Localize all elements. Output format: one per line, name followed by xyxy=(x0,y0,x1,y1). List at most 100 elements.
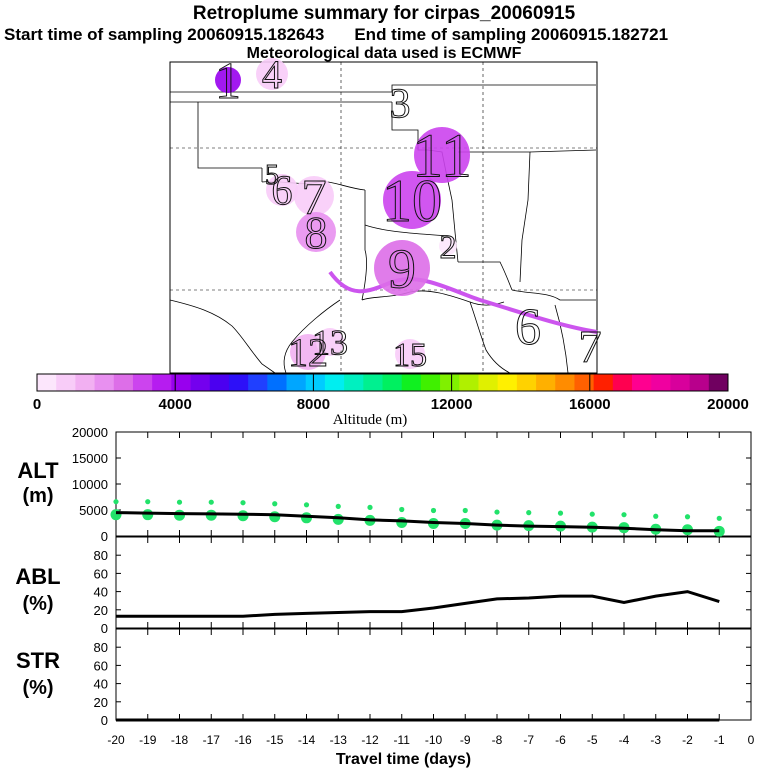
end-time-label: End time of sampling 20060915.182721 xyxy=(354,25,669,44)
map-frame xyxy=(169,61,598,374)
plume-label-10: 10 xyxy=(382,168,442,234)
alt-point-upper xyxy=(430,507,437,514)
plume-circle-15 xyxy=(395,339,425,369)
y-tick-label: 0 xyxy=(101,621,108,636)
x-tick-label: -18 xyxy=(171,733,189,747)
alt-point-upper xyxy=(653,513,659,519)
y-tick-label: 20 xyxy=(94,603,108,618)
y-tick-label: 80 xyxy=(94,548,108,563)
x-tick-label: -17 xyxy=(203,733,221,747)
colorbar-cell xyxy=(75,374,95,391)
plume-label-6: 6 xyxy=(515,299,541,356)
plume-label-7: 7 xyxy=(302,169,327,225)
alt-point-upper xyxy=(621,512,627,518)
colorbar-cell xyxy=(56,374,76,391)
alt-point-upper xyxy=(272,501,278,507)
colorbar-cell xyxy=(209,374,230,391)
colorbar-cell xyxy=(612,374,633,391)
y-tick-label: 0 xyxy=(101,529,108,544)
plume-label-11: 11 xyxy=(412,123,472,191)
x-tick-label: -8 xyxy=(492,733,503,747)
plume-label-5: 5 xyxy=(265,160,279,191)
x-tick-label: -2 xyxy=(682,733,693,747)
y-tick-label: 40 xyxy=(94,677,108,692)
colorbar-cell xyxy=(190,374,211,391)
colorbar-cell xyxy=(555,374,575,391)
x-tick-label: -4 xyxy=(619,733,630,747)
colorbar-cell xyxy=(574,374,595,391)
panel-ylabel-unit: (m) xyxy=(22,485,53,507)
colorbar-cell xyxy=(363,374,383,391)
colorbar-cell xyxy=(94,374,115,391)
series-line-abl xyxy=(116,590,720,618)
colorbar-tick-label: 12000 xyxy=(431,396,473,413)
colorbar-cell xyxy=(324,374,345,391)
alt-point xyxy=(269,511,281,523)
colorbar-cell xyxy=(113,374,134,391)
colorbar-cell xyxy=(593,374,614,391)
x-tick-label: -10 xyxy=(425,733,443,747)
x-tick-label: -12 xyxy=(361,733,379,747)
map-boundaries xyxy=(169,84,597,374)
alt-point-upper xyxy=(240,500,246,506)
y-tick-label: 60 xyxy=(94,566,108,581)
panel-frame xyxy=(115,628,752,721)
alt-point-upper xyxy=(526,509,532,516)
colorbar-cell xyxy=(536,374,556,391)
panel-ylabel-name: ABL xyxy=(15,564,60,589)
alt-point-upper xyxy=(145,499,151,505)
y-tick-label: 0 xyxy=(101,713,108,728)
series-line-alt xyxy=(115,511,720,533)
colorbar: 0 4000 8000 12000 16000 20000 Altitude (m) xyxy=(33,373,749,428)
colorbar-cell xyxy=(708,374,729,391)
colorbar-tick-label: 0 xyxy=(33,396,41,413)
plume-circle-9 xyxy=(374,240,430,296)
plume-label-4: 4 xyxy=(262,52,282,97)
colorbar-tick-label: 4000 xyxy=(159,396,192,413)
colorbar-tick-label: 20000 xyxy=(707,396,749,413)
colorbar-cells xyxy=(37,374,729,391)
plume-circle-1 xyxy=(215,67,241,93)
colorbar-cell xyxy=(305,374,326,391)
colorbar-cell xyxy=(478,374,499,391)
map-gridlines xyxy=(170,62,597,373)
alt-point-upper xyxy=(208,499,214,505)
plume-circle-2 xyxy=(439,237,457,255)
panel-ylabel-unit: (%) xyxy=(22,677,53,699)
colorbar-cell xyxy=(632,374,652,391)
alt-point xyxy=(142,509,154,521)
colorbar-cell xyxy=(228,374,249,391)
alt-point-upper xyxy=(113,499,119,505)
colorbar-cell xyxy=(171,374,191,391)
plume-label-1: 1 xyxy=(215,53,241,110)
alt-point-upper xyxy=(335,503,341,509)
colorbar-cell xyxy=(286,374,307,391)
sampling-times: Start time of sampling 20060915.182643 En… xyxy=(4,25,764,45)
colorbar-tick-label: 16000 xyxy=(569,396,611,413)
y-tick-label: 20000 xyxy=(72,425,108,440)
x-tick-label: -16 xyxy=(234,733,252,747)
plume-circle-10 xyxy=(383,171,441,229)
colorbar-title: Altitude (m) xyxy=(333,412,408,428)
x-tick-label: -9 xyxy=(460,733,471,747)
plume-label-6: 6 xyxy=(272,169,293,215)
x-tick-label: -20 xyxy=(107,733,125,747)
panel-alt: ALT(m) 0 5000 10000 15000 20000 xyxy=(17,425,752,544)
x-tick-label: -1 xyxy=(714,733,725,747)
panel-abl: ABL (%) 0 20 40 60 80 xyxy=(15,536,752,636)
plume-circle-4 xyxy=(256,58,288,90)
x-tick-label: -3 xyxy=(650,733,661,747)
alt-point-upper xyxy=(399,506,405,513)
plume-label-12: 12 xyxy=(288,330,328,375)
colorbar-cell xyxy=(401,374,422,391)
y-tick-label: 10000 xyxy=(72,477,108,492)
colorbar-cell xyxy=(132,374,153,391)
y-tick-label: 40 xyxy=(94,585,108,600)
colorbar-cell xyxy=(420,374,441,391)
colorbar-cell xyxy=(344,374,364,391)
x-tick-label: -15 xyxy=(266,733,284,747)
colorbar-cell xyxy=(651,374,671,391)
colorbar-cell xyxy=(37,374,57,391)
